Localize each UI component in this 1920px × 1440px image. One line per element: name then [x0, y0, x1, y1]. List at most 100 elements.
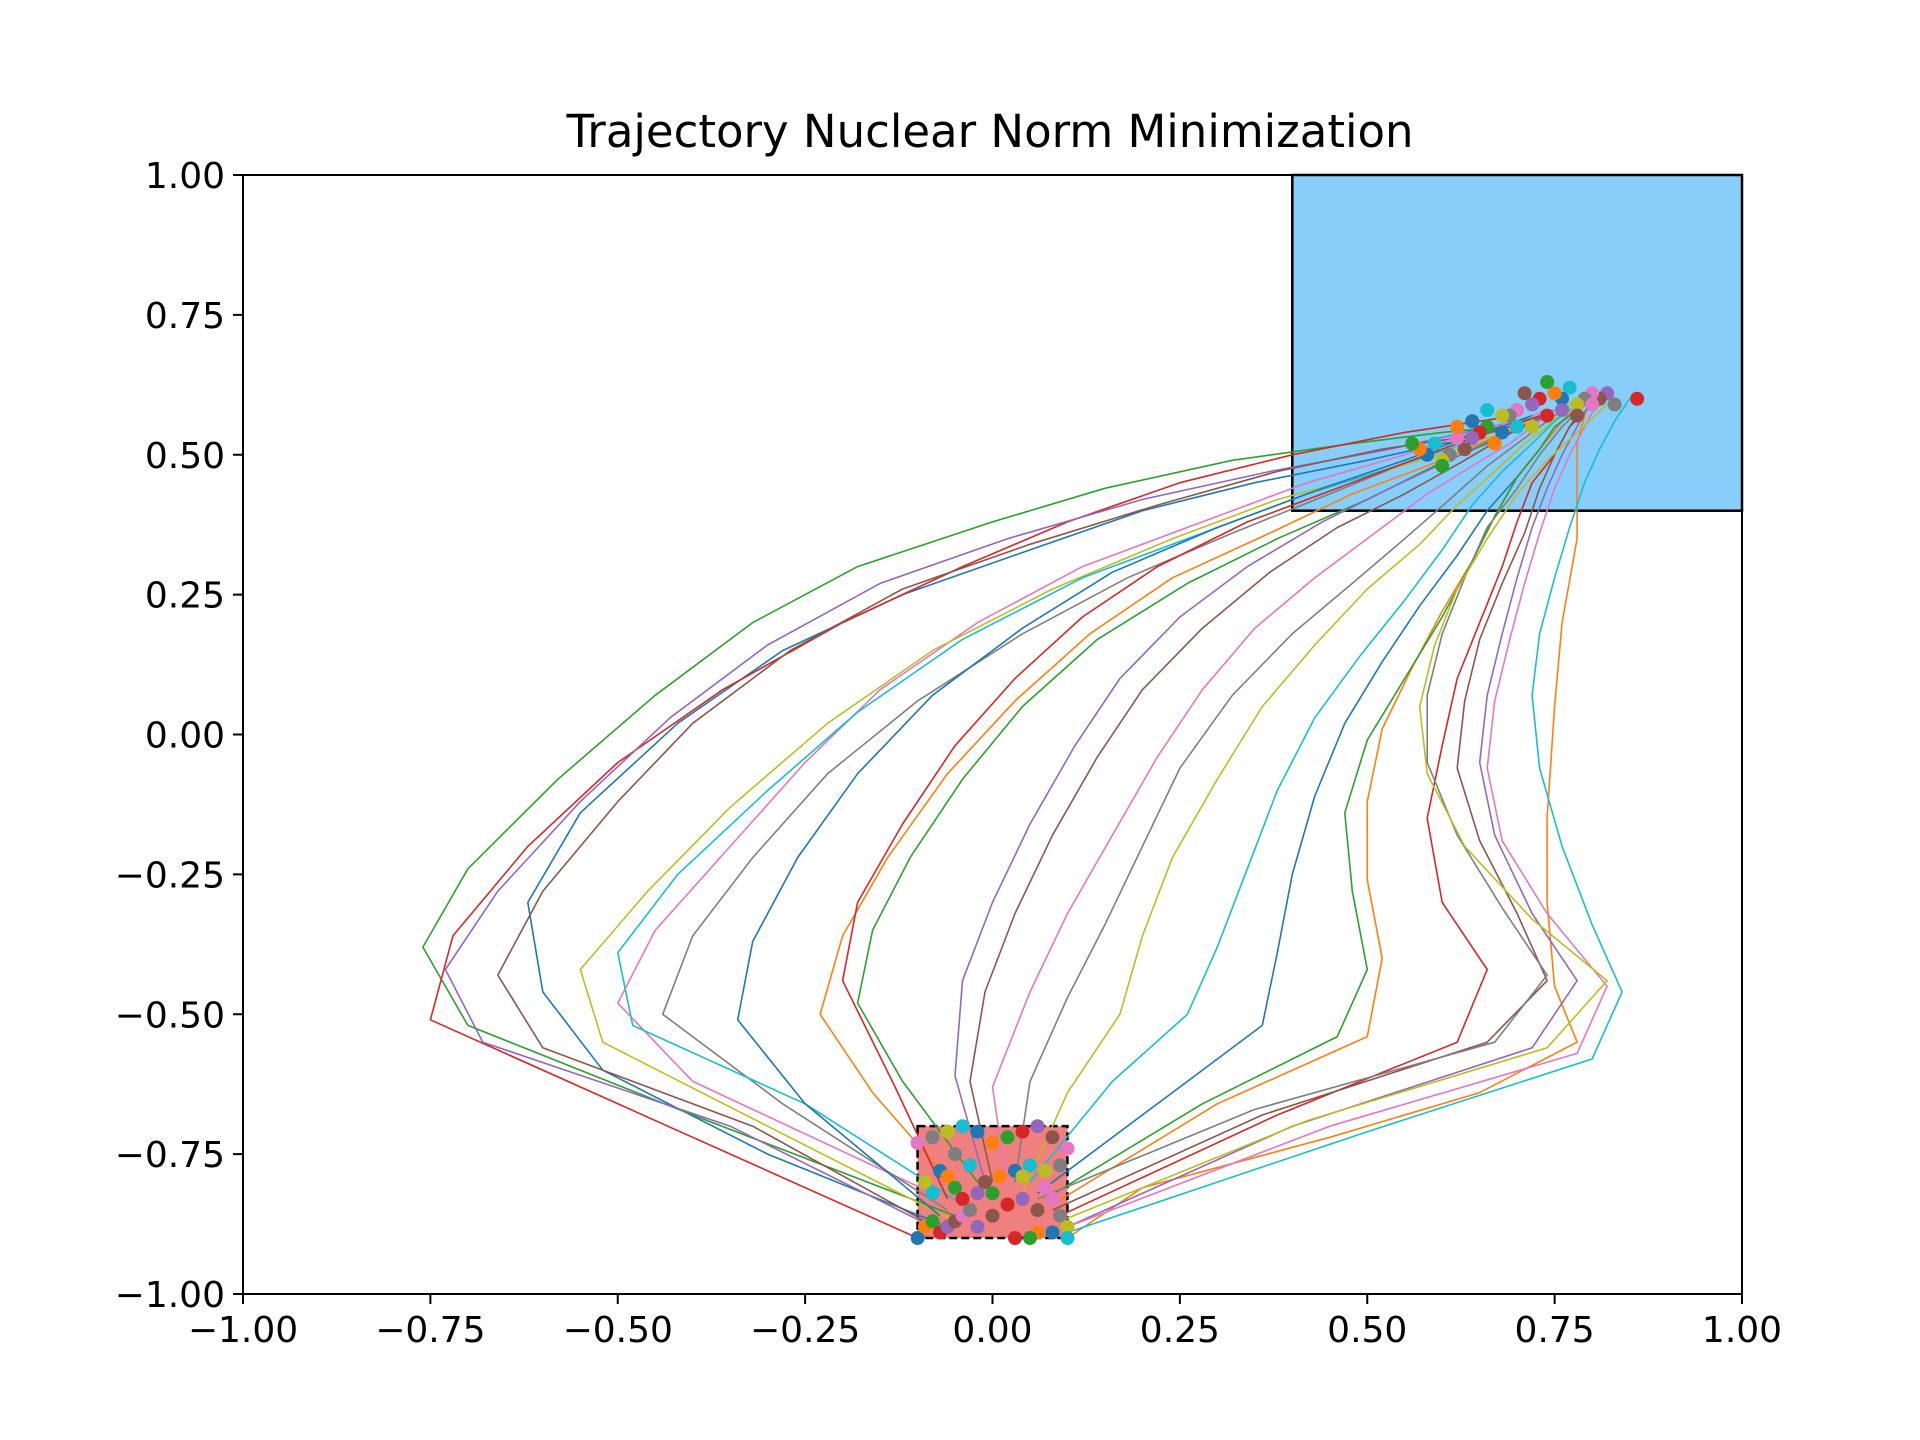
start-point-50 [963, 1158, 977, 1173]
end-point-6 [1570, 397, 1585, 412]
start-point-21 [970, 1124, 985, 1139]
x-tick-label: −0.50 [563, 1310, 673, 1351]
end-point-39 [1450, 419, 1465, 434]
end-point-33 [1570, 408, 1585, 423]
x-tick-label: −0.75 [375, 1310, 485, 1351]
trajectory-line-28 [1037, 403, 1586, 1200]
end-point-27 [1427, 436, 1442, 451]
start-point-18 [925, 1130, 940, 1145]
y-tick-label: 0.00 [145, 716, 225, 757]
start-point-24 [1015, 1124, 1030, 1139]
end-point-24 [1450, 431, 1465, 445]
y-tick-label: −0.50 [115, 995, 225, 1036]
start-point-35 [1015, 1191, 1030, 1206]
y-tick-label: −1.00 [115, 1275, 225, 1316]
end-point-17 [1510, 419, 1525, 434]
trajectory-line-26 [1052, 403, 1586, 1211]
end-point-34 [1585, 397, 1600, 412]
end-point-19 [1487, 436, 1502, 451]
start-point-17 [910, 1135, 925, 1150]
y-tick-label: −0.75 [115, 1135, 225, 1176]
end-point-31 [1540, 408, 1555, 423]
end-point-32 [1555, 403, 1570, 417]
end-point-16 [1525, 419, 1540, 434]
start-point-22 [985, 1135, 1000, 1150]
start-point-41 [1045, 1225, 1060, 1240]
start-point-1 [910, 1231, 925, 1245]
start-point-46 [985, 1208, 1000, 1223]
x-tick-label: −1.00 [188, 1310, 298, 1351]
trajectory-line-6 [496, 426, 1503, 1223]
start-point-43 [1023, 1231, 1037, 1245]
start-point-27 [1060, 1141, 1075, 1156]
y-tick-label: 0.75 [145, 296, 225, 337]
start-point-49 [1015, 1169, 1030, 1184]
start-point-19 [940, 1124, 955, 1139]
start-point-38 [1053, 1208, 1067, 1223]
start-point-34 [1000, 1197, 1015, 1212]
end-point-7 [1562, 380, 1577, 395]
end-point-30 [1405, 436, 1420, 451]
start-point-47 [1038, 1180, 1052, 1195]
start-point-32 [993, 1169, 1007, 1184]
start-point-37 [1045, 1191, 1060, 1206]
trajectory-line-18 [1014, 409, 1563, 1183]
start-point-20 [955, 1119, 970, 1134]
start-point-26 [1045, 1130, 1060, 1145]
trajectory-line-11 [736, 414, 1533, 1217]
start-point-33 [985, 1186, 1000, 1201]
x-tick-label: 0.25 [1140, 1310, 1220, 1351]
trajectory-line-10 [616, 414, 1533, 1206]
end-point-40 [1435, 458, 1450, 473]
start-point-13 [948, 1180, 962, 1195]
start-point-30 [1023, 1158, 1037, 1173]
end-point-18 [1495, 425, 1510, 440]
trajectory-line-30 [1067, 398, 1631, 1234]
start-point-48 [948, 1147, 962, 1162]
end-point-12 [1525, 397, 1540, 412]
x-tick-label: 1.00 [1702, 1310, 1782, 1351]
start-point-25 [1030, 1119, 1045, 1134]
x-tick-label: −0.25 [750, 1310, 860, 1351]
plot-area [242, 173, 1744, 1295]
end-point-36 [1495, 408, 1510, 423]
start-point-28 [1053, 1158, 1067, 1173]
end-point-9 [1547, 386, 1562, 401]
start-point-9 [918, 1175, 932, 1190]
start-point-8 [963, 1203, 977, 1218]
end-point-10 [1540, 375, 1555, 389]
end-point-1 [1630, 391, 1645, 406]
y-axis: −1.00 −0.75 −0.50 −0.25 0.00 0.25 0.50 0.75 1.00 [115, 156, 243, 1316]
trajectory-line-24 [1059, 403, 1593, 1217]
goal-region [1291, 173, 1744, 512]
chart-title: Trajectory Nuclear Norm Minimization [565, 105, 1413, 158]
start-point-29 [1038, 1163, 1052, 1178]
trajectory-line-1 [526, 437, 1488, 1228]
end-point-13 [1517, 386, 1532, 401]
trajectory-line-23 [1044, 409, 1578, 1200]
start-point-23 [1000, 1130, 1015, 1145]
y-tick-label: 1.00 [145, 156, 225, 197]
trajectory-line-29 [1059, 403, 1608, 1223]
start-point-15 [970, 1186, 985, 1201]
end-point-35 [1607, 397, 1622, 412]
y-tick-label: 0.25 [145, 576, 225, 617]
trajectory-line-17 [991, 409, 1556, 1188]
start-point-14 [955, 1191, 970, 1206]
start-point-39 [1060, 1219, 1075, 1234]
start-point-44 [1008, 1231, 1022, 1245]
start-point-36 [1030, 1203, 1045, 1218]
trajectory-line-14 [841, 414, 1540, 1200]
start-point-3 [925, 1214, 940, 1229]
start-point-10 [925, 1186, 940, 1201]
end-point-22 [1465, 431, 1480, 445]
trajectory-line-20 [1029, 403, 1578, 1183]
x-axis: −1.00 −0.75 −0.50 −0.25 0.00 0.25 0.50 0.75 1.00 [188, 1294, 1782, 1351]
trajectory-line-27 [1067, 398, 1608, 1228]
start-point-45 [970, 1219, 985, 1234]
trajectory-line-3 [422, 426, 1503, 1217]
x-tick-label: 0.50 [1327, 1310, 1407, 1351]
start-point-40 [1060, 1231, 1075, 1245]
trajectory-line-2 [1067, 392, 1593, 1239]
y-tick-label: 0.50 [145, 436, 225, 477]
